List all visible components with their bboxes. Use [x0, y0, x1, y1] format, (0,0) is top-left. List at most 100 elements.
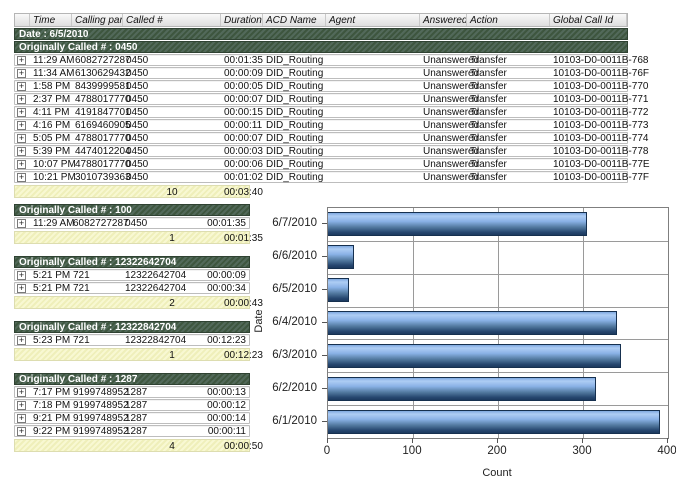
cell-calling-party: 6169460905 [75, 120, 131, 131]
group-header: Originally Called # : 100 [14, 204, 250, 216]
call-group-section: Originally Called # : 12322842704 +5:23 P… [14, 321, 263, 361]
cell-time: 1:58 PM [33, 81, 71, 92]
summary-total-duration: 00:00:43 [224, 298, 263, 309]
cell-calling-party: 4191847701 [75, 107, 131, 118]
cell-time: 10:21 PM [33, 172, 76, 183]
cell-calling-party: 9199748952 [73, 426, 129, 437]
group-summary-row: 2 00:00:43 [14, 296, 263, 309]
table-row: +11:29 AM 6082727287 0450 00:01:35 [14, 217, 250, 229]
column-header-acd-name: ACD Name [263, 14, 326, 26]
expand-row-icon[interactable]: + [17, 120, 26, 130]
cell-time: 7:18 PM [33, 400, 71, 411]
x-axis-tick-label: 300 [572, 445, 592, 457]
cell-agent [326, 133, 420, 144]
expand-row-icon[interactable]: + [17, 159, 26, 169]
table-row: +4:11 PM 4191847701 0450 00:00:15 DID_Routin… [14, 106, 648, 118]
cell-called-number: 0450 [126, 120, 149, 131]
expand-row-icon[interactable]: + [17, 335, 26, 345]
summary-call-count: 2 [169, 298, 175, 309]
table-row: +5:21 PM 721 12322642704 00:00:09 [14, 269, 250, 281]
cell-called-number: 0450 [126, 94, 149, 105]
y-axis-tick-label: 6/6/2010 [272, 250, 317, 263]
cell-acd-name: DID_Routing [266, 68, 324, 79]
cell-answered: Unanswered [423, 55, 480, 66]
cell-global-call-id: 10103-D0-0011B-774 [553, 133, 649, 144]
group-header: Originally Called # : 1287 [14, 373, 250, 385]
cell-agent [326, 81, 420, 92]
expand-row-icon[interactable]: + [17, 94, 26, 104]
cell-action: Transfer [470, 107, 507, 118]
cell-time: 4:16 PM [33, 120, 71, 131]
y-axis-tick-label: 6/4/2010 [272, 315, 317, 328]
table-row: +5:23 PM 721 12322842704 00:12:23 [14, 334, 250, 346]
cell-answered: Unanswered [423, 133, 480, 144]
cell-acd-name: DID_Routing [266, 55, 324, 66]
y-axis-tick [322, 322, 327, 323]
cell-duration: 00:01:02 [224, 172, 263, 183]
x-axis-tick [582, 438, 583, 443]
expand-row-icon[interactable]: + [17, 172, 26, 182]
cell-called-number: 0450 [126, 81, 149, 92]
group-summary-row: 10 00:03:40 [14, 185, 263, 198]
expand-row-icon[interactable]: + [17, 107, 26, 117]
expand-row-icon[interactable]: + [17, 387, 26, 397]
cell-called-number: 0450 [126, 133, 149, 144]
expand-row-icon[interactable]: + [17, 270, 26, 280]
expand-row-icon[interactable]: + [17, 55, 26, 65]
cell-called-number: 0450 [126, 146, 149, 157]
expand-row-icon[interactable]: + [17, 218, 26, 228]
expand-row-icon[interactable]: + [17, 146, 26, 156]
chart-plot-area [327, 207, 669, 439]
calls-by-date-chart: Date 6/7/2010 6/6/2010 6/5/2010 6/4/2010 6/3… [245, 195, 676, 485]
cell-duration: 00:00:09 [224, 68, 263, 79]
cell-agent [326, 107, 420, 118]
call-group-section: Originally Called # : 1287 +7:17 PM 919974… [14, 373, 263, 452]
expand-row-icon[interactable]: + [17, 400, 26, 410]
table-row: +7:17 PM 9199748952 1287 00:00:13 [14, 386, 250, 398]
group-summary-row: 1 00:12:23 [14, 348, 263, 361]
bar-6/7/2010 [328, 212, 588, 237]
group-header-0450: Originally Called # : 0450 [14, 41, 628, 53]
cell-called-number: 0450 [125, 218, 148, 229]
x-axis-tick-label: 200 [487, 445, 507, 457]
expand-row-icon[interactable]: + [17, 81, 26, 91]
cell-calling-party: 4788017770 [75, 133, 131, 144]
cell-called-number: 0450 [126, 55, 149, 66]
cell-agent [326, 120, 420, 131]
bar-6/5/2010 [328, 278, 350, 303]
cell-duration: 00:00:13 [207, 387, 246, 398]
cell-time: 5:39 PM [33, 146, 71, 157]
expand-row-icon[interactable]: + [17, 68, 26, 78]
cell-time: 7:17 PM [33, 387, 71, 398]
column-header-calling-party-: Calling party # [72, 14, 123, 26]
expand-row-icon[interactable]: + [17, 426, 26, 436]
cell-action: Transfer [470, 159, 507, 170]
cell-called-number: 12322642704 [125, 270, 187, 281]
group-summary-row: 1 00:01:35 [14, 231, 263, 244]
summary-call-count: 10 [166, 187, 178, 198]
call-group-section: Originally Called # : 12322642704 +5:21 P… [14, 256, 263, 309]
cell-duration: 00:01:35 [207, 218, 246, 229]
expand-row-icon[interactable]: + [17, 283, 26, 293]
bar-6/4/2010 [328, 311, 617, 335]
cell-agent [326, 55, 420, 66]
cell-duration: 00:00:03 [224, 146, 263, 157]
cell-action: Transfer [470, 55, 507, 66]
cell-agent [326, 68, 420, 79]
cell-duration: 00:00:09 [207, 270, 246, 281]
cell-answered: Unanswered [423, 159, 480, 170]
cell-acd-name: DID_Routing [266, 94, 324, 105]
summary-call-count: 1 [169, 350, 175, 361]
cell-calling-party: 721 [73, 270, 90, 281]
cell-answered: Unanswered [423, 94, 480, 105]
expand-row-icon[interactable]: + [17, 413, 26, 423]
cell-calling-party: 9199748952 [73, 413, 129, 424]
x-axis-tick [412, 438, 413, 443]
cell-global-call-id: 10103-D0-0011B-770 [553, 81, 649, 92]
expand-row-icon[interactable]: + [17, 133, 26, 143]
cell-agent [326, 172, 420, 183]
y-axis-tick [322, 387, 327, 389]
main-group-summary-slot: 10 00:03:40 [14, 185, 628, 198]
